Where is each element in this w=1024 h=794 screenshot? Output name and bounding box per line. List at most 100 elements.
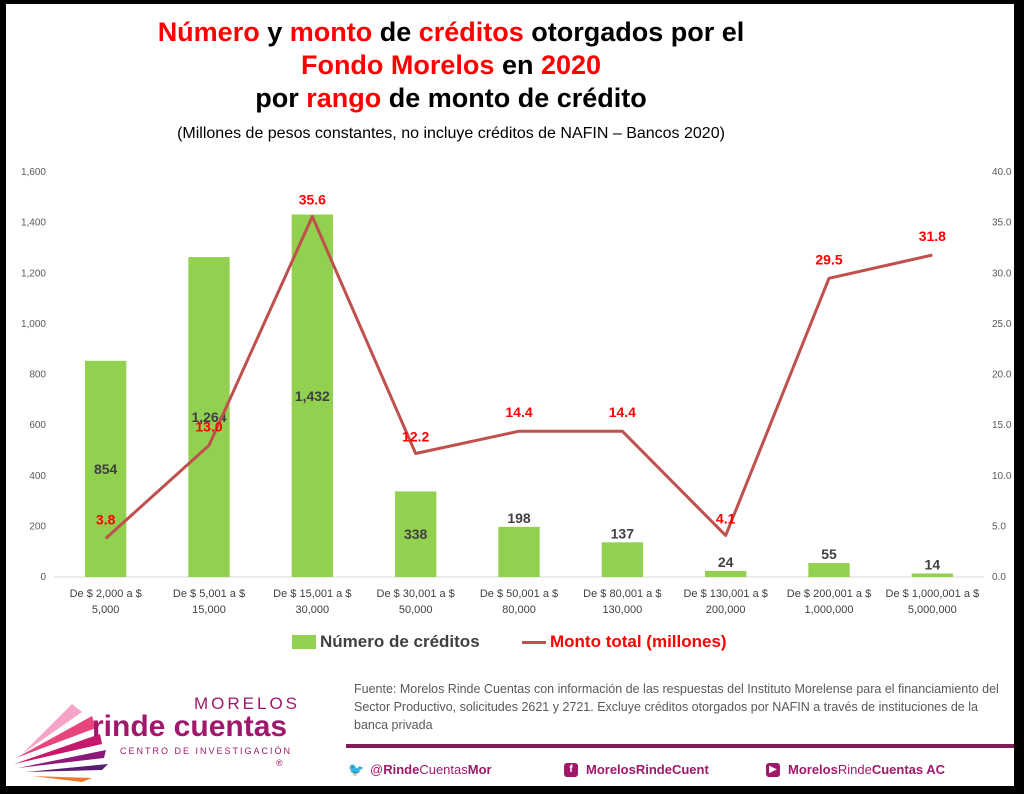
y-right-tick-label: 25.0 <box>992 319 1012 330</box>
line-data-label: 14.4 <box>609 404 636 420</box>
bar-data-label: 24 <box>718 554 734 570</box>
social-twitter-b2: Mor <box>467 762 492 777</box>
x-category-label: 50,000 <box>399 604 433 616</box>
line-series-path <box>104 215 933 540</box>
legend-label-bars: Número de créditos <box>320 632 480 651</box>
social-twitter[interactable]: 🐦 @ Rinde Cuentas Mor <box>348 762 492 777</box>
title-line1-segment-4: créditos <box>418 17 524 47</box>
title-line2-segment-1: en <box>494 50 541 80</box>
y-left-tick-label: 1,200 <box>21 268 46 279</box>
social-twitter-pre: @ <box>370 762 384 777</box>
social-twitter-b1: Rinde <box>383 762 420 777</box>
line-data-label: 3.8 <box>96 512 116 528</box>
title-line3-segment-1: rango <box>306 83 382 113</box>
legend-swatch-line <box>522 640 546 644</box>
x-category-label: De $ 1,000,001 a $ <box>886 588 980 600</box>
y-right-tick-label: 20.0 <box>992 370 1012 381</box>
bar-data-label: 137 <box>611 525 635 541</box>
bar-data-label: 1,264 <box>191 409 226 425</box>
x-category-label: De $ 200,001 a $ <box>787 588 871 600</box>
title-line2-segment-0: Fondo Morelos <box>300 50 495 80</box>
x-category-label: 1,000,000 <box>805 604 854 616</box>
bar-data-label: 1,432 <box>295 388 330 404</box>
title-line1-segment-0: Número <box>157 17 260 47</box>
social-youtube-b1: Morelos <box>788 762 838 777</box>
bar-data-label: 198 <box>507 510 531 526</box>
social-facebook-label: MorelosRindeCuent <box>586 762 709 777</box>
legend-item-line: Monto total (millones) <box>522 632 727 652</box>
bar-data-label: 854 <box>94 461 118 477</box>
line-data-label: 14.4 <box>505 404 532 420</box>
y-left-tick-label: 200 <box>29 521 46 532</box>
bar-data-label: 55 <box>821 546 837 562</box>
legend-label-line: Monto total (millones) <box>550 632 727 651</box>
logo-morelos: MORELOS <box>194 694 301 713</box>
bar <box>85 360 127 577</box>
line-data-label: 29.5 <box>815 251 842 267</box>
x-category-label: De $ 15,001 a $ <box>273 588 351 600</box>
bar <box>808 563 850 577</box>
x-category-label: 5,000 <box>92 604 120 616</box>
bar <box>601 542 643 577</box>
line-data-label: 13.0 <box>195 418 222 434</box>
x-category-label: 5,000,000 <box>908 604 957 616</box>
y-left-tick-label: 1,400 <box>21 218 46 229</box>
combo-chart: 0 200 400 600 800 1,000 1,200 1,400 1,600 0.0 5.0 1… <box>21 167 1012 616</box>
logo-centro: CENTRO DE INVESTIGACIÓN <box>120 746 293 756</box>
bar-data-label: 338 <box>404 526 428 542</box>
line-data-label: 35.6 <box>299 192 326 208</box>
facebook-icon: f <box>564 762 578 777</box>
x-category-label: De $ 5,001 a $ <box>173 588 245 600</box>
y-left-tick-label: 400 <box>29 471 46 482</box>
x-category-label: 30,000 <box>296 604 330 616</box>
youtube-icon: ▶ <box>766 762 780 777</box>
chart-legend: Número de créditos Monto total (millones… <box>6 632 1014 654</box>
x-category-label: De $ 50,001 a $ <box>480 588 558 600</box>
logo-rinde-cuentas: rinde cuentas <box>92 710 288 743</box>
social-twitter-mid: Cuentas <box>419 762 468 777</box>
x-category-label: De $ 80,001 a $ <box>583 588 661 600</box>
x-category-label: De $ 2,000 a $ <box>70 588 142 600</box>
title-line-3: por rango de monto de crédito <box>6 82 896 115</box>
y-right-tick-label: 30.0 <box>992 268 1012 279</box>
title-line1-segment-3: de <box>372 17 419 47</box>
y-left-tick-label: 0 <box>40 572 46 583</box>
title-line3-segment-2: de monto de crédito <box>381 83 647 113</box>
y-right-tick-label: 5.0 <box>992 521 1006 532</box>
chart-subtitle: (Millones de pesos constantes, no incluy… <box>177 125 725 142</box>
x-category-label: De $ 130,001 a $ <box>683 588 767 600</box>
title-line1-segment-5: otorgados por el <box>523 17 745 47</box>
x-category-label: 200,000 <box>706 604 746 616</box>
y-right-tick-label: 0.0 <box>992 572 1006 583</box>
bar <box>911 573 953 577</box>
line-data-label: 31.8 <box>919 228 946 244</box>
bar <box>291 214 333 577</box>
twitter-icon: 🐦 <box>348 761 365 777</box>
y-left-tick-label: 600 <box>29 420 46 431</box>
x-category-label: 15,000 <box>192 604 226 616</box>
social-youtube-b2: Cuentas AC <box>871 762 946 777</box>
logo: MORELOS rinde cuentas CENTRO DE INVESTIG… <box>6 684 306 784</box>
social-youtube-mid: Rinde <box>837 762 872 777</box>
bar <box>705 570 747 577</box>
bar-data-label: 14 <box>925 556 941 572</box>
footer-divider <box>346 744 1014 748</box>
legend-swatch-bar <box>292 635 316 649</box>
x-category-label: De $ 30,001 a $ <box>377 588 455 600</box>
y-right-tick-label: 35.0 <box>992 218 1012 229</box>
infographic: Número y monto de créditos otorgados por… <box>6 4 1014 786</box>
source-note: Fuente: Morelos Rinde Cuentas con inform… <box>354 682 999 732</box>
social-youtube[interactable]: ▶ Morelos Rinde Cuentas AC <box>766 762 945 777</box>
title-line2-segment-2: 2020 <box>540 50 602 80</box>
title-line-1: Número y monto de créditos otorgados por… <box>6 16 896 49</box>
logo-registered-mark: ® <box>276 758 283 768</box>
social-facebook[interactable]: f MorelosRindeCuent <box>564 762 709 777</box>
legend-item-bars: Número de créditos <box>292 632 480 652</box>
y-left-tick-label: 1,600 <box>21 167 46 178</box>
y-right-tick-label: 10.0 <box>992 471 1012 482</box>
title-line1-segment-2: monto <box>289 17 373 47</box>
x-category-label: 130,000 <box>602 604 642 616</box>
title-line-2: Fondo Morelos en 2020 <box>6 49 896 82</box>
x-category-label: 80,000 <box>502 604 536 616</box>
y-left-tick-label: 1,000 <box>21 319 46 330</box>
